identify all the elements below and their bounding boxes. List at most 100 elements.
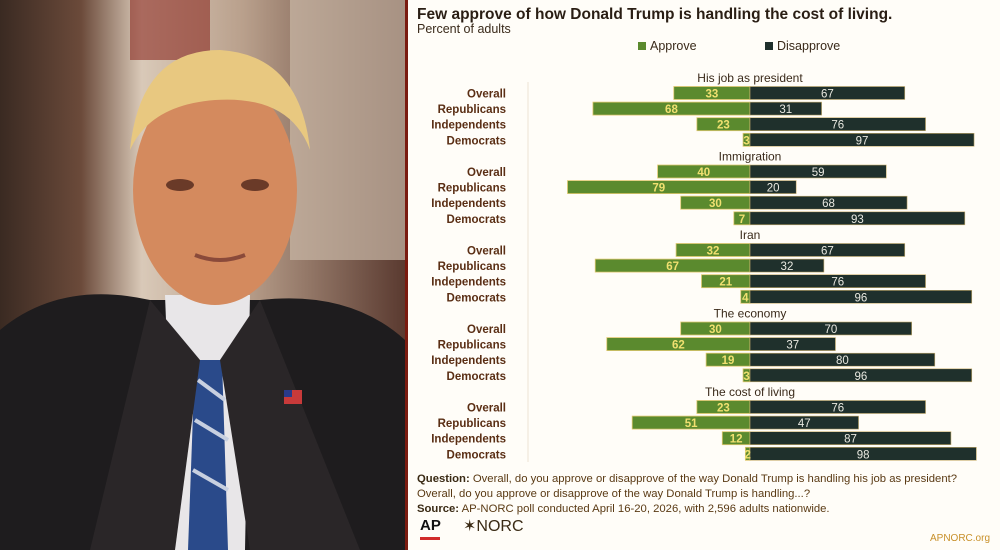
bar-disapprove — [749, 400, 926, 414]
ap-logo: AP — [420, 517, 441, 534]
row-label: Independents — [431, 277, 506, 289]
bar-disapprove — [749, 368, 973, 383]
row-label: Republicans — [438, 340, 506, 352]
source-text: AP-NORC poll conducted April 16-20, 2026… — [461, 503, 830, 515]
bar-disapprove — [749, 289, 973, 304]
row-label: Democrats — [447, 292, 506, 304]
row-label: Democrats — [447, 449, 506, 461]
data-label-approve: 40 — [697, 167, 710, 179]
data-label-approve: 3 — [743, 371, 749, 383]
data-label-disapprove: 37 — [786, 340, 799, 352]
legend-swatch-approve — [638, 42, 646, 50]
row-label: Overall — [467, 167, 506, 179]
legend-approve: Approve — [638, 39, 697, 53]
data-label-disapprove: 32 — [781, 261, 794, 273]
data-label-approve: 12 — [730, 434, 743, 446]
bar-disapprove — [749, 86, 906, 100]
bar-disapprove — [749, 211, 966, 226]
group-title: The economy — [714, 307, 787, 321]
row-label: Republicans — [438, 183, 506, 195]
row-label: Overall — [467, 324, 506, 336]
bar-disapprove — [749, 133, 975, 147]
source-label: Source: — [417, 503, 460, 515]
row-label: Republicans — [438, 418, 506, 430]
data-label-disapprove: 76 — [831, 277, 844, 289]
data-label-disapprove: 76 — [831, 120, 844, 132]
data-label-disapprove: 76 — [831, 403, 844, 415]
row-label: Independents — [431, 120, 506, 132]
data-label-disapprove: 93 — [851, 214, 864, 226]
group-title: The cost of living — [705, 385, 795, 399]
bar-disapprove — [749, 164, 887, 179]
data-label-approve: 32 — [707, 246, 720, 258]
data-label-approve: 68 — [665, 104, 678, 116]
bar-disapprove — [749, 446, 977, 461]
data-label-approve: 79 — [652, 183, 665, 195]
data-label-disapprove: 47 — [798, 418, 811, 430]
data-label-disapprove: 96 — [854, 292, 867, 304]
chart-panel: Few approve of how Donald Trump is handl… — [405, 0, 1000, 550]
row-label: Overall — [467, 403, 506, 415]
apnorc-url[interactable]: APNORC.org — [929, 533, 990, 544]
data-label-disapprove: 96 — [854, 371, 867, 383]
legend-label-approve: Approve — [650, 39, 697, 53]
norc-logo: ✶NORC — [463, 518, 524, 535]
group-title: Iran — [740, 228, 761, 242]
legend-swatch-disapprove — [765, 42, 773, 50]
data-label-approve: 19 — [722, 355, 735, 367]
bar-disapprove — [749, 352, 936, 367]
photo-donald-trump — [0, 0, 405, 550]
question-text: Overall, do you approve or disapprove of… — [417, 473, 958, 500]
data-label-approve: 2 — [744, 449, 750, 461]
bar-disapprove — [749, 117, 926, 131]
bar-disapprove — [749, 101, 822, 116]
bar-disapprove — [749, 321, 912, 336]
row-label: Independents — [431, 198, 506, 210]
group-title: His job as president — [697, 71, 803, 85]
bar-disapprove — [749, 431, 952, 446]
bar-disapprove — [749, 195, 908, 210]
data-label-approve: 23 — [717, 120, 730, 132]
row-label: Republicans — [438, 104, 506, 116]
group-title: Immigration — [719, 150, 782, 164]
question-label: Question: — [417, 473, 470, 485]
row-label: Overall — [467, 246, 506, 258]
row-label: Overall — [467, 89, 506, 101]
data-label-approve: 7 — [739, 214, 745, 226]
row-label: Democrats — [447, 135, 506, 147]
data-label-approve: 51 — [685, 418, 698, 430]
row-label: Independents — [431, 434, 506, 446]
data-label-disapprove: 31 — [779, 104, 792, 116]
data-label-disapprove: 97 — [856, 135, 869, 147]
portrait-illustration — [0, 0, 405, 550]
data-label-approve: 3 — [743, 135, 749, 147]
data-label-approve: 30 — [709, 324, 722, 336]
row-label: Democrats — [447, 214, 506, 226]
row-label: Republicans — [438, 261, 506, 273]
bar-disapprove — [749, 337, 836, 351]
data-label-disapprove: 80 — [836, 355, 849, 367]
data-label-approve: 33 — [705, 89, 718, 101]
row-label: Independents — [431, 355, 506, 367]
data-label-disapprove: 67 — [821, 246, 834, 258]
bar-disapprove — [749, 243, 906, 257]
data-label-disapprove: 87 — [844, 434, 857, 446]
data-label-disapprove: 70 — [824, 324, 837, 336]
data-label-approve: 62 — [672, 340, 685, 352]
bar-disapprove — [749, 180, 797, 194]
bar-disapprove — [749, 415, 859, 430]
data-label-disapprove: 59 — [812, 167, 825, 179]
bar-disapprove — [749, 274, 926, 289]
data-label-disapprove: 20 — [767, 183, 780, 195]
data-label-disapprove: 67 — [821, 89, 834, 101]
row-label: Democrats — [447, 371, 506, 383]
data-label-disapprove: 98 — [857, 449, 870, 461]
data-label-approve: 30 — [709, 198, 722, 210]
legend-disapprove: Disapprove — [765, 39, 840, 53]
legend-label-disapprove: Disapprove — [777, 39, 841, 53]
chart-title: Few approve of how Donald Trump is handl… — [417, 6, 893, 23]
data-label-approve: 4 — [742, 292, 749, 304]
chart-footer: Question: Overall, do you approve or dis… — [417, 472, 997, 517]
data-label-approve: 21 — [719, 277, 732, 289]
